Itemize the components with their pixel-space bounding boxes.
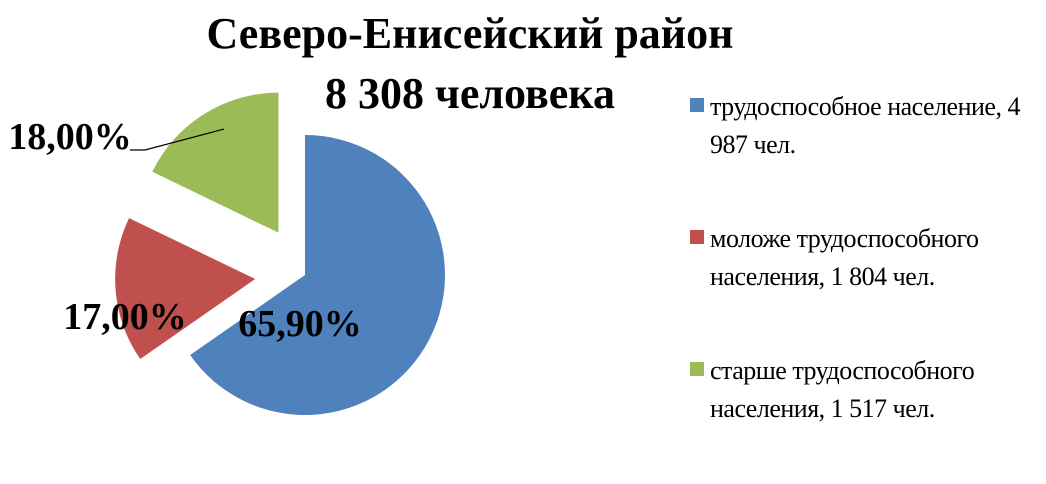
legend-swatch [690,98,704,112]
data-label: 17,00% [63,296,187,338]
legend-item: моложе трудоспособного населения, 1 804 … [690,220,1030,352]
chart-title: Северо-Енисейский район [206,9,733,58]
chart-subtitle: 8 308 человека [325,69,615,118]
page: Северо-Енисейский район 8 308 человека 6… [8,9,1021,423]
legend-label: старше трудоспособного населения, 1 517 … [710,356,975,423]
legend-swatch [690,362,704,376]
legend-label: моложе трудоспособного населения, 1 804 … [710,224,979,291]
legend-item: трудоспособное население, 4 987 чел. [690,88,1030,220]
legend-swatch [690,230,704,244]
pie-slice [152,92,279,233]
data-label: 65,90% [238,303,362,345]
legend: трудоспособное население, 4 987 чел. моло… [690,88,1030,484]
data-label: 18,00% [8,116,132,158]
legend-label: трудоспособное население, 4 987 чел. [710,92,1020,159]
leader-line [130,128,225,151]
pie-slice [115,218,256,360]
chart: Северо-Енисейский район 8 308 человека 6… [8,9,734,415]
legend-item: старше трудоспособного населения, 1 517 … [690,352,1030,484]
pie-slice [190,135,445,415]
